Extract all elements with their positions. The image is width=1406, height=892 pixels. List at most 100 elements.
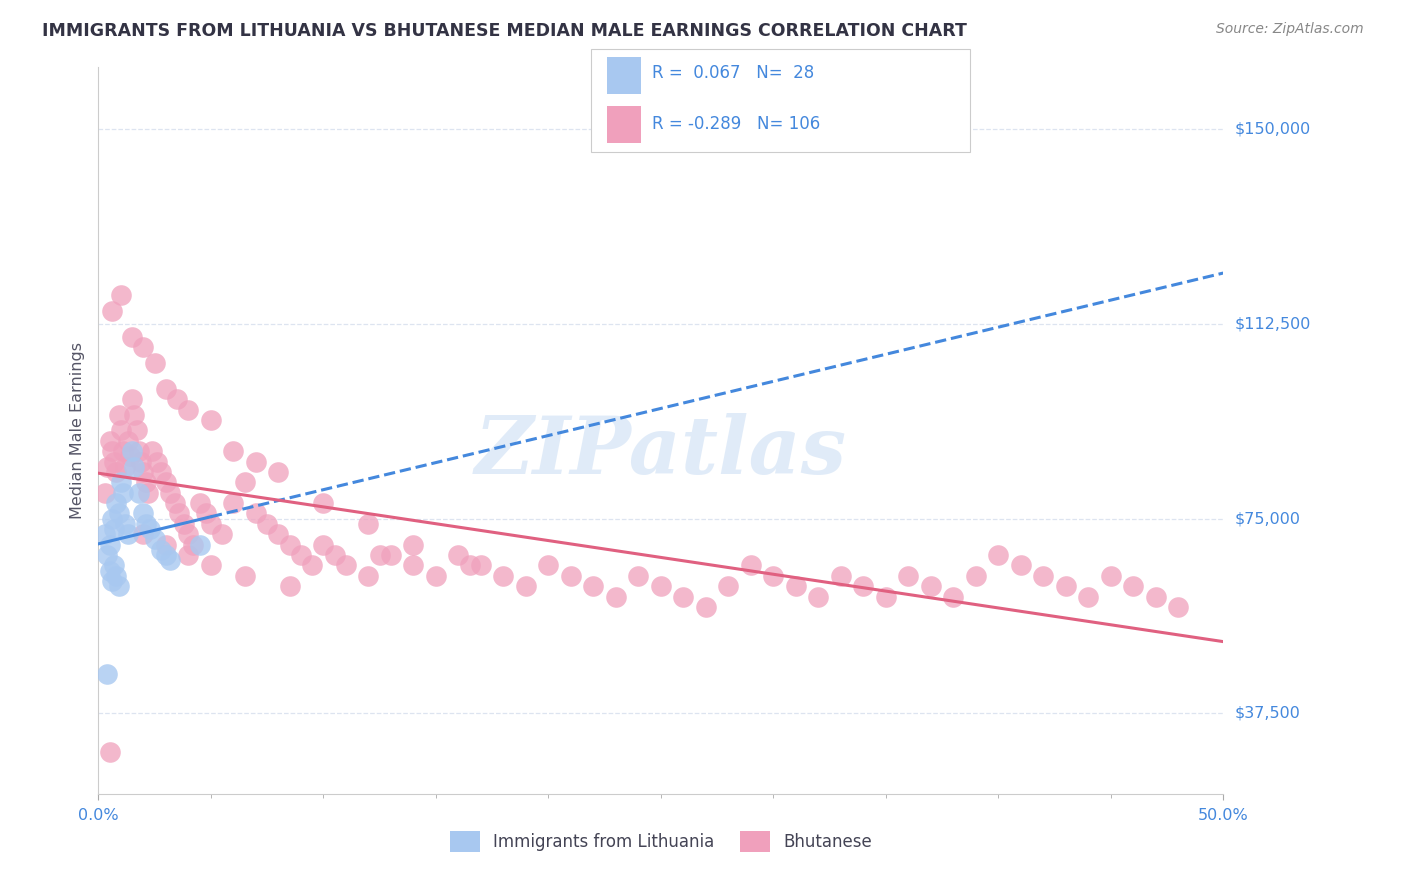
Point	[278, 538, 301, 552]
Point	[112, 485, 135, 500]
Point	[357, 516, 380, 531]
Point	[110, 424, 132, 438]
Point	[101, 574, 124, 588]
Point	[312, 538, 335, 552]
Point	[155, 548, 177, 562]
Point	[103, 522, 125, 536]
Point	[96, 667, 118, 681]
Point	[150, 465, 173, 479]
Point	[852, 579, 875, 593]
Point	[492, 569, 515, 583]
Point	[211, 527, 233, 541]
Point	[222, 496, 245, 510]
Point	[155, 475, 177, 490]
Point	[121, 444, 143, 458]
Point	[807, 590, 830, 604]
Point	[222, 444, 245, 458]
Point	[150, 542, 173, 557]
Point	[1010, 558, 1032, 573]
Point	[357, 569, 380, 583]
Point	[107, 507, 129, 521]
Point	[582, 579, 605, 593]
Point	[627, 569, 650, 583]
Point	[117, 527, 139, 541]
Legend: Immigrants from Lithuania, Bhutanese: Immigrants from Lithuania, Bhutanese	[443, 824, 879, 858]
Point	[94, 527, 117, 541]
Point	[114, 516, 136, 531]
Point	[105, 465, 128, 479]
Point	[96, 459, 118, 474]
Point	[105, 496, 128, 510]
Point	[267, 527, 290, 541]
Text: R =  0.067   N=  28: R = 0.067 N= 28	[652, 63, 814, 82]
Point	[920, 579, 942, 593]
Point	[112, 444, 135, 458]
Point	[132, 507, 155, 521]
Point	[368, 548, 391, 562]
Point	[110, 475, 132, 490]
Point	[301, 558, 323, 573]
Point	[650, 579, 672, 593]
Point	[188, 496, 211, 510]
Point	[143, 533, 166, 547]
Point	[188, 538, 211, 552]
Point	[740, 558, 762, 573]
Point	[169, 507, 191, 521]
Text: $37,500: $37,500	[1234, 706, 1301, 721]
Point	[98, 538, 121, 552]
Text: $150,000: $150,000	[1234, 121, 1310, 136]
Point	[1032, 569, 1054, 583]
Text: R = -0.289   N= 106: R = -0.289 N= 106	[652, 115, 821, 133]
Point	[146, 454, 169, 468]
Point	[256, 516, 278, 531]
Point	[515, 579, 537, 593]
Point	[141, 444, 163, 458]
Point	[785, 579, 807, 593]
Point	[163, 496, 186, 510]
Point	[177, 527, 200, 541]
Point	[458, 558, 481, 573]
Point	[323, 548, 346, 562]
Point	[537, 558, 560, 573]
Point	[695, 599, 717, 614]
Point	[233, 475, 256, 490]
Point	[181, 538, 204, 552]
Point	[762, 569, 785, 583]
Point	[560, 569, 582, 583]
Point	[897, 569, 920, 583]
Point	[177, 402, 200, 417]
Point	[159, 553, 181, 567]
Y-axis label: Median Male Earnings: Median Male Earnings	[69, 342, 84, 519]
Point	[155, 382, 177, 396]
Point	[101, 444, 124, 458]
Text: $75,000: $75,000	[1234, 511, 1301, 526]
Point	[470, 558, 492, 573]
Point	[129, 454, 152, 468]
Point	[1099, 569, 1122, 583]
Point	[447, 548, 470, 562]
Point	[425, 569, 447, 583]
Point	[94, 485, 117, 500]
Point	[139, 522, 162, 536]
Point	[200, 413, 222, 427]
Point	[987, 548, 1010, 562]
Point	[278, 579, 301, 593]
Point	[200, 558, 222, 573]
Point	[96, 548, 118, 562]
Point	[121, 392, 143, 407]
Point	[124, 459, 146, 474]
Point	[965, 569, 987, 583]
Point	[173, 516, 195, 531]
Point	[155, 538, 177, 552]
Point	[672, 590, 695, 604]
Point	[114, 459, 136, 474]
Point	[1077, 590, 1099, 604]
Point	[245, 507, 267, 521]
Point	[195, 507, 218, 521]
Point	[312, 496, 335, 510]
Text: ZIPatlas: ZIPatlas	[475, 414, 846, 491]
Point	[143, 356, 166, 370]
Point	[875, 590, 897, 604]
Point	[101, 511, 124, 525]
Point	[98, 434, 121, 448]
